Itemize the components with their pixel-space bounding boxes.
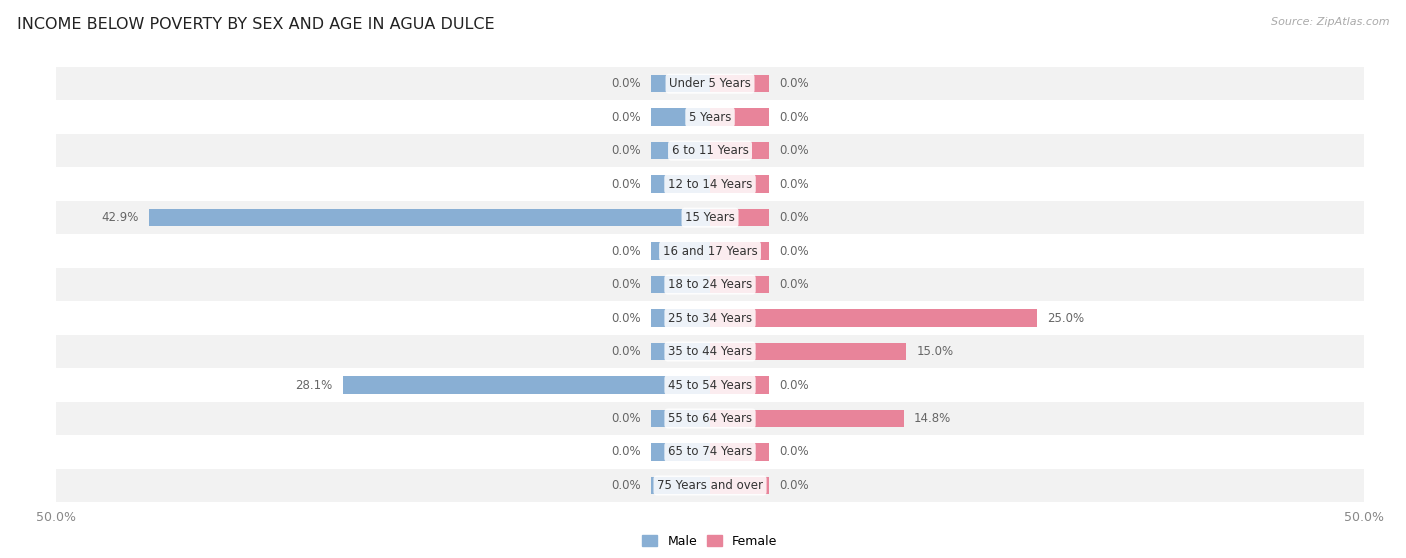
Text: 0.0%: 0.0% xyxy=(612,445,641,459)
Text: Source: ZipAtlas.com: Source: ZipAtlas.com xyxy=(1271,17,1389,27)
Bar xyxy=(56,268,1364,301)
Bar xyxy=(56,402,1364,435)
Text: 28.1%: 28.1% xyxy=(295,378,332,392)
Text: 0.0%: 0.0% xyxy=(779,278,808,291)
Bar xyxy=(651,108,710,126)
Bar xyxy=(710,477,769,494)
Text: 0.0%: 0.0% xyxy=(779,378,808,392)
Bar xyxy=(710,410,904,427)
Bar xyxy=(651,443,710,461)
Bar xyxy=(149,209,710,227)
Bar xyxy=(56,368,1364,402)
Bar xyxy=(710,276,769,294)
Text: 15 Years: 15 Years xyxy=(685,211,735,224)
Bar xyxy=(56,67,1364,100)
Text: 25 to 34 Years: 25 to 34 Years xyxy=(668,311,752,325)
Legend: Male, Female: Male, Female xyxy=(637,530,783,552)
Text: 55 to 64 Years: 55 to 64 Years xyxy=(668,412,752,425)
Bar xyxy=(651,410,710,427)
Text: 0.0%: 0.0% xyxy=(612,110,641,124)
Text: 0.0%: 0.0% xyxy=(779,479,808,492)
Text: 0.0%: 0.0% xyxy=(779,144,808,157)
Bar xyxy=(651,242,710,260)
Bar xyxy=(651,276,710,294)
Bar xyxy=(651,75,710,93)
Bar xyxy=(651,343,710,360)
Bar xyxy=(56,234,1364,268)
Text: 0.0%: 0.0% xyxy=(779,177,808,191)
Bar xyxy=(710,309,1038,327)
Text: 0.0%: 0.0% xyxy=(612,345,641,358)
Bar xyxy=(56,167,1364,201)
Text: 15.0%: 15.0% xyxy=(917,345,953,358)
Text: 65 to 74 Years: 65 to 74 Years xyxy=(668,445,752,459)
Bar xyxy=(651,477,710,494)
Text: 35 to 44 Years: 35 to 44 Years xyxy=(668,345,752,358)
Text: 0.0%: 0.0% xyxy=(612,278,641,291)
Bar xyxy=(56,134,1364,167)
Text: Under 5 Years: Under 5 Years xyxy=(669,77,751,90)
Text: 0.0%: 0.0% xyxy=(612,77,641,90)
Text: 0.0%: 0.0% xyxy=(612,244,641,258)
Text: 0.0%: 0.0% xyxy=(779,445,808,459)
Bar xyxy=(56,335,1364,368)
Text: 0.0%: 0.0% xyxy=(779,77,808,90)
Text: 12 to 14 Years: 12 to 14 Years xyxy=(668,177,752,191)
Bar xyxy=(56,100,1364,134)
Bar xyxy=(56,201,1364,234)
Text: 25.0%: 25.0% xyxy=(1047,311,1084,325)
Bar xyxy=(710,142,769,160)
Bar xyxy=(710,242,769,260)
Bar xyxy=(710,376,769,394)
Text: 0.0%: 0.0% xyxy=(612,177,641,191)
Text: 42.9%: 42.9% xyxy=(101,211,139,224)
Bar xyxy=(56,469,1364,502)
Bar xyxy=(651,142,710,160)
Bar xyxy=(710,443,769,461)
Bar xyxy=(710,108,769,126)
Bar xyxy=(56,435,1364,469)
Bar xyxy=(56,301,1364,335)
Text: 0.0%: 0.0% xyxy=(779,211,808,224)
Text: 0.0%: 0.0% xyxy=(779,110,808,124)
Text: 0.0%: 0.0% xyxy=(779,244,808,258)
Bar xyxy=(651,175,710,193)
Text: 75 Years and over: 75 Years and over xyxy=(657,479,763,492)
Bar xyxy=(710,343,905,360)
Bar xyxy=(651,309,710,327)
Text: 16 and 17 Years: 16 and 17 Years xyxy=(662,244,758,258)
Bar xyxy=(710,209,769,227)
Text: 0.0%: 0.0% xyxy=(612,479,641,492)
Bar xyxy=(710,175,769,193)
Bar xyxy=(343,376,710,394)
Text: 45 to 54 Years: 45 to 54 Years xyxy=(668,378,752,392)
Text: 5 Years: 5 Years xyxy=(689,110,731,124)
Text: 0.0%: 0.0% xyxy=(612,144,641,157)
Text: 0.0%: 0.0% xyxy=(612,412,641,425)
Text: 6 to 11 Years: 6 to 11 Years xyxy=(672,144,748,157)
Text: 18 to 24 Years: 18 to 24 Years xyxy=(668,278,752,291)
Text: 14.8%: 14.8% xyxy=(914,412,952,425)
Text: INCOME BELOW POVERTY BY SEX AND AGE IN AGUA DULCE: INCOME BELOW POVERTY BY SEX AND AGE IN A… xyxy=(17,17,495,32)
Text: 0.0%: 0.0% xyxy=(612,311,641,325)
Bar xyxy=(710,75,769,93)
